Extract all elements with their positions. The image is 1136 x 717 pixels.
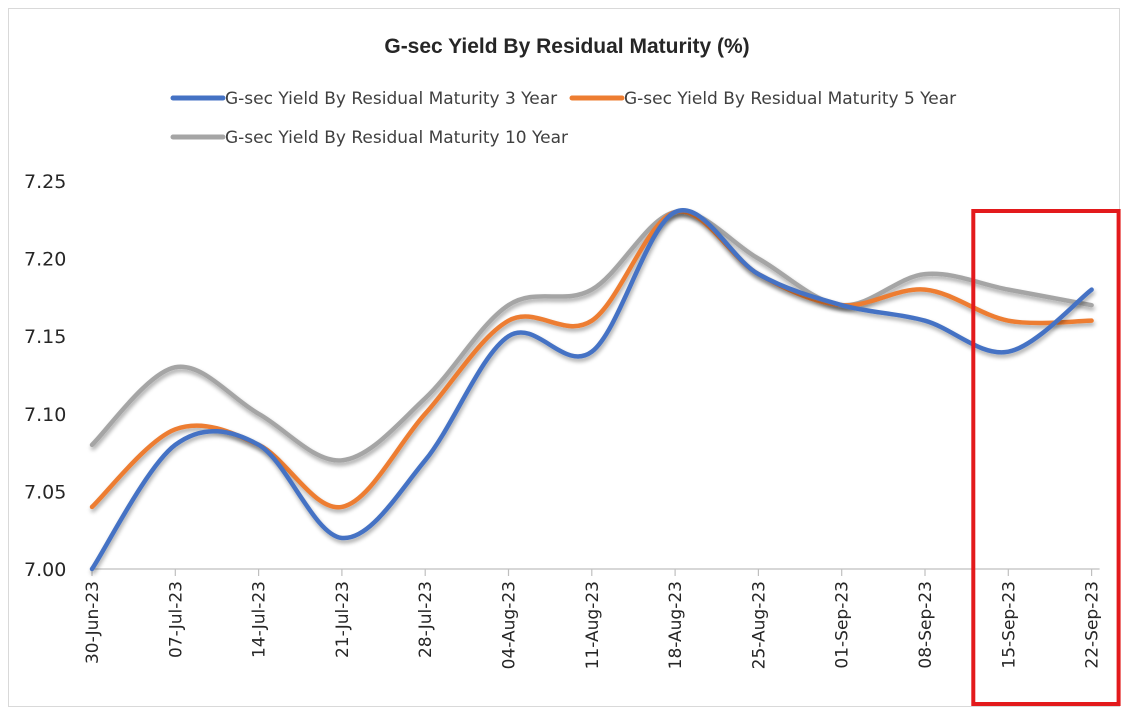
- y-tick-label: 7.15: [24, 326, 66, 348]
- y-tick-label: 7.05: [24, 481, 66, 503]
- y-tick-label: 7.10: [24, 404, 66, 426]
- x-tick-label: 15-Sep-23: [999, 581, 1019, 669]
- x-tick-label: 21-Jul-23: [333, 581, 353, 658]
- x-tick-label: 07-Jul-23: [166, 581, 186, 658]
- series-line-10-year: [89, 209, 1094, 463]
- x-tick-label: 08-Sep-23: [916, 581, 936, 669]
- y-tick-label: 7.25: [24, 171, 66, 193]
- x-tick-label: 01-Sep-23: [833, 581, 853, 669]
- highlight-box: [971, 209, 1121, 706]
- chart-title: G-sec Yield By Residual Maturity (%): [384, 35, 749, 58]
- highlight-box-layer: [971, 209, 1121, 706]
- x-tick-label: 14-Jul-23: [250, 581, 270, 658]
- x-tick-label: 18-Aug-23: [666, 581, 686, 669]
- y-tick-label: 7.00: [24, 559, 66, 581]
- x-axis: 30-Jun-23 07-Jul-23 14-Jul-23 21-Jul-23 28-J…: [83, 568, 1103, 669]
- legend: G-sec Yield By Residual Maturity 3 Year G…: [170, 89, 956, 148]
- x-tick-label: 30-Jun-23: [83, 581, 103, 664]
- x-tick-label: 11-Aug-23: [583, 581, 603, 669]
- x-tick-label: 22-Sep-23: [1083, 581, 1103, 669]
- x-tick-label: 04-Aug-23: [500, 581, 520, 669]
- series-line-5-year: [89, 209, 1094, 510]
- x-tick-label: 28-Jul-23: [416, 581, 436, 658]
- legend-label-2: G-sec Yield By Residual Maturity 5 Year: [624, 89, 956, 109]
- y-axis-tick-labels: 7.00 7.05 7.10 7.15 7.20 7.25: [24, 171, 66, 581]
- series-line-3-year: [89, 208, 1094, 572]
- legend-label-3: G-sec Yield By Residual Maturity 10 Year: [225, 128, 568, 148]
- y-tick-label: 7.20: [24, 249, 66, 271]
- x-tick-label: 25-Aug-23: [749, 581, 769, 669]
- legend-label-1: G-sec Yield By Residual Maturity 3 Year: [225, 89, 557, 109]
- series-lines: [89, 208, 1094, 572]
